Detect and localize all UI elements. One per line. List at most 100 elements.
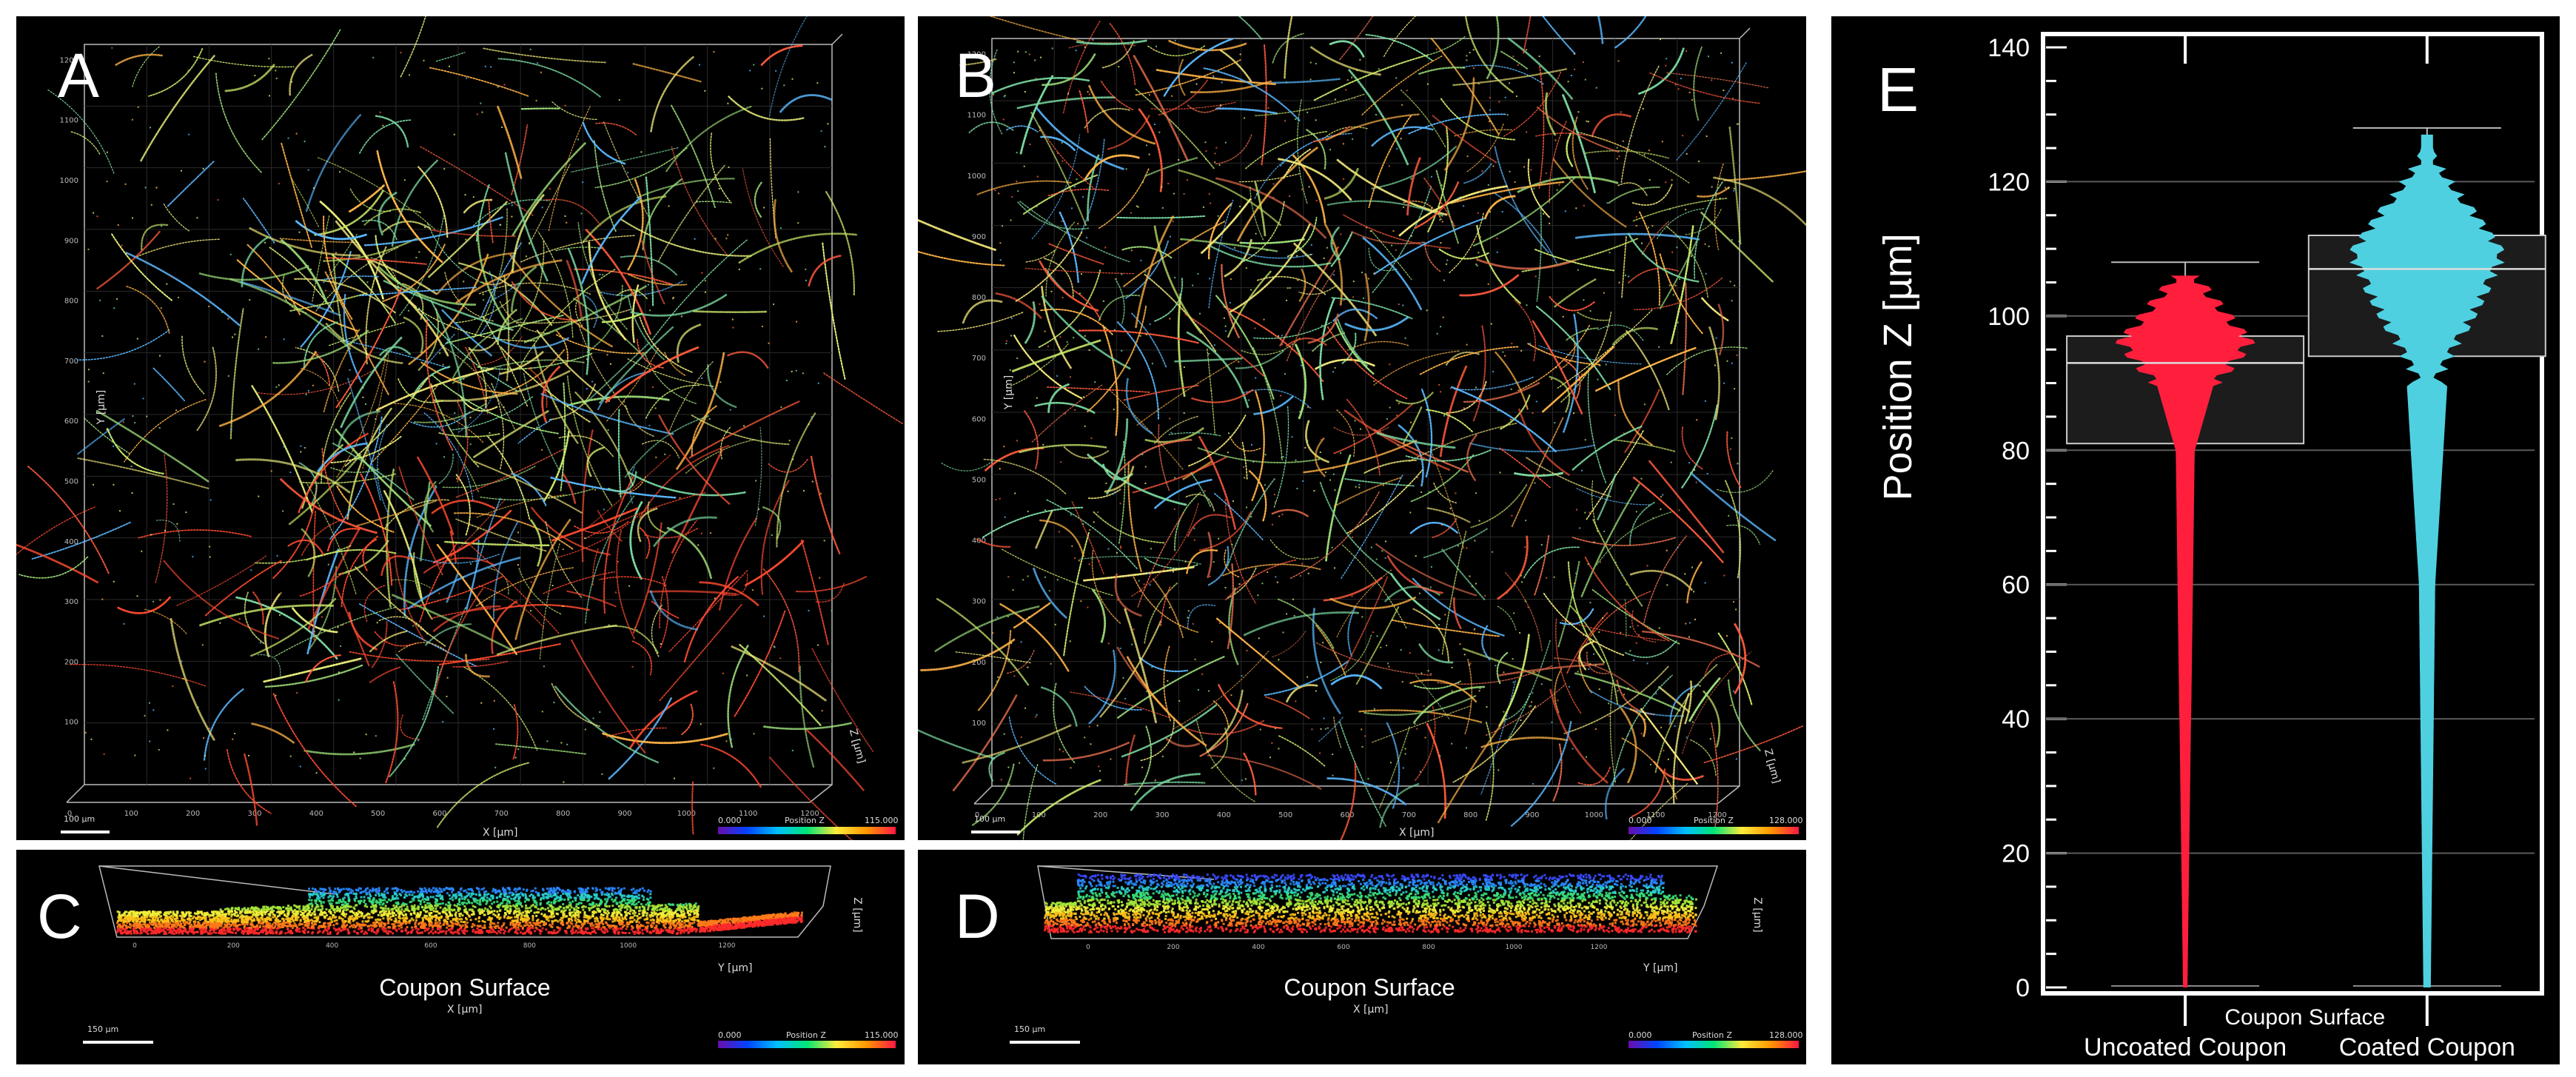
panel-b-image: 0 100 200 300 400 500 600 700 800 900 1000 1100 1200… bbox=[918, 16, 1806, 840]
panel-a-x-axis-label: X [µm] bbox=[483, 827, 518, 839]
panel-d-y-axis-label: Y [µm] bbox=[1643, 962, 1678, 974]
panel-a-x-tick-label: 500 bbox=[371, 810, 385, 818]
panel-a-y-tick-label: 900 bbox=[64, 237, 78, 245]
violin-grid bbox=[2046, 46, 2535, 989]
panel-d-colorbar-max: 128.000 bbox=[1769, 1030, 1803, 1040]
panel-b-y-tick-label: 1100 bbox=[967, 112, 986, 120]
panel-c-cells bbox=[116, 887, 803, 935]
panel-d-colorbar-title: Position Z bbox=[1692, 1030, 1732, 1040]
panel-a-y-tick-label: 600 bbox=[64, 417, 78, 426]
panel-a-x-tick-label: 600 bbox=[432, 810, 446, 818]
panel-b-x-tick-label: 1200 bbox=[1708, 811, 1726, 819]
panel-d-cells bbox=[1044, 873, 1697, 933]
panel-a-x-tick-label: 0 bbox=[67, 810, 72, 818]
panel-d-tick-labels: 0 200 400 600 800 1000 1200 bbox=[1086, 944, 1608, 951]
panel-c-y-axis-label: Y [µm] bbox=[718, 962, 753, 974]
panel-b-x-tick-label: 700 bbox=[1402, 811, 1416, 819]
panel-b-y-tick-label: 1200 bbox=[967, 51, 986, 59]
violin-series-uncoated bbox=[2066, 261, 2305, 987]
panel-a-x-tick-label: 200 bbox=[186, 810, 200, 818]
panel-a-x-tick-label: 900 bbox=[617, 810, 631, 818]
panel-b-letter: B bbox=[955, 41, 997, 110]
panel-c-x-tick-label: 1200 bbox=[719, 942, 736, 950]
coupon-surface-annotation: Coupon Surface bbox=[2224, 1005, 2385, 1030]
panel-c-x-tick-label: 200 bbox=[227, 942, 240, 950]
panel-d-scale-label: 150 µm bbox=[1014, 1024, 1046, 1034]
panel-b-colorbar-min: 0.000 bbox=[1629, 816, 1652, 825]
panel-a-y-tick-label: 500 bbox=[64, 477, 78, 486]
panel-a-scale-label: 100 µm bbox=[64, 814, 95, 824]
panel-c-x-tick-label: 0 bbox=[133, 942, 137, 950]
y-tick-label: 60 bbox=[2002, 571, 2030, 600]
panel-d-x-tick-label: 1200 bbox=[1591, 944, 1608, 951]
panel-a-x-tick-label: 1200 bbox=[800, 810, 819, 818]
panel-b-x-tick-label: 1100 bbox=[1646, 811, 1665, 819]
y-tick-label: 20 bbox=[2002, 840, 2030, 868]
panel-c-side-view-uncoated: 0 200 400 600 800 1000 1200 C Coupon Surface X… bbox=[16, 850, 905, 1064]
panel-c-surface-label: Coupon Surface bbox=[379, 974, 551, 1001]
panel-b-x-tick-label: 0 bbox=[975, 811, 979, 819]
y-tick-label: 80 bbox=[2002, 437, 2030, 465]
panel-b-y-tick-label: 1000 bbox=[967, 172, 986, 181]
panel-b-colorbar-max: 128.000 bbox=[1769, 816, 1803, 825]
panel-a-letter: A bbox=[58, 41, 100, 110]
violin-body bbox=[2115, 275, 2255, 987]
panel-d-colorbar-min: 0.000 bbox=[1629, 1030, 1652, 1040]
panel-b-top-view-coated: 0 100 200 300 400 500 600 700 800 900 1000 1100 1200… bbox=[918, 16, 1806, 840]
panel-a-x-tick-label: 1000 bbox=[677, 810, 696, 818]
panel-a-image: 0 100 200 300 400 500 600 700 800 900 1000 1100 1200… bbox=[16, 16, 904, 840]
panel-b-y-tick-label: 600 bbox=[972, 415, 986, 423]
panel-b-x-tick-label: 200 bbox=[1093, 811, 1107, 819]
category-label: Uncoated Coupon bbox=[2084, 1033, 2287, 1061]
panel-b-x-tick-label: 1000 bbox=[1585, 811, 1603, 819]
panel-d-colorbar bbox=[1629, 1041, 1799, 1048]
panel-a-colorbar-title: Position Z bbox=[785, 816, 825, 825]
panel-a-y-tick-label: 700 bbox=[64, 358, 78, 366]
panel-b-particles bbox=[992, 38, 1740, 785]
panel-d-image: 0 200 400 600 800 1000 1200 bbox=[1037, 865, 1719, 951]
y-tick-label: 40 bbox=[2002, 705, 2030, 734]
panel-d-letter: D bbox=[955, 882, 1000, 951]
y-tick-label: 100 bbox=[1988, 303, 2030, 331]
panel-a-colorbar-min: 0.000 bbox=[718, 816, 742, 825]
panel-b-x-tick-label: 800 bbox=[1463, 811, 1477, 819]
category-label: Coated Coupon bbox=[2339, 1033, 2515, 1061]
panel-b-grid bbox=[992, 38, 1740, 786]
panel-d-scale-bar bbox=[1010, 1041, 1080, 1044]
panel-a-x-tick-label: 1100 bbox=[739, 810, 757, 818]
panel-b-x-tick-label: 500 bbox=[1278, 811, 1292, 819]
panel-c-z-axis-label: Z [µm] bbox=[851, 897, 863, 933]
panel-a-y-axis-label: Y [µm] bbox=[95, 389, 108, 425]
panel-b-x-tick-label: 900 bbox=[1525, 811, 1539, 819]
panel-c-colorbar-min: 0.000 bbox=[718, 1030, 742, 1040]
panel-a-top-view-uncoated: 0 100 200 300 400 500 600 700 800 900 1000 1100 1200… bbox=[16, 16, 905, 840]
panel-b-y-tick-label: 900 bbox=[972, 233, 986, 241]
panel-a-x-tick-label: 300 bbox=[247, 810, 261, 818]
panel-c-scale-label: 150 µm bbox=[87, 1024, 119, 1034]
panel-d-z-axis-label: Z [µm] bbox=[1751, 897, 1763, 933]
panel-a-colorbar bbox=[718, 827, 896, 834]
panel-b-x-tick-label: 300 bbox=[1155, 811, 1169, 819]
panel-a-grid bbox=[84, 44, 832, 785]
violin-plot-frame bbox=[2041, 32, 2544, 996]
panel-d-side-view-coated: 0 200 400 600 800 1000 1200 D Coupon Surface X… bbox=[918, 850, 1806, 1064]
panel-c-x-tick-label: 800 bbox=[523, 942, 536, 950]
panel-a-y-tick-label: 1200 bbox=[60, 56, 78, 64]
panel-c-frame bbox=[98, 865, 831, 938]
panel-a-x-tick-label: 700 bbox=[494, 810, 509, 818]
panel-b-y-tick-label: 700 bbox=[972, 355, 986, 363]
panel-d-x-tick-label: 0 bbox=[1086, 944, 1090, 951]
y-tick-label: 140 bbox=[1988, 34, 2030, 62]
panel-e-letter: E bbox=[1877, 55, 1919, 124]
panel-d-x-tick-label: 400 bbox=[1252, 944, 1264, 951]
panel-b-x-tick-label: 600 bbox=[1340, 811, 1354, 819]
panel-e-violin-chart: E 0 20 40 60 80 100 120 140 Position Z [µm] Uncoa… bbox=[1831, 16, 2560, 1064]
panel-a-y-tick-label: 300 bbox=[64, 598, 78, 606]
panel-b-colorbar bbox=[1629, 827, 1799, 834]
panel-b-y-axis-label: Y [µm] bbox=[1003, 375, 1016, 410]
panel-d-x-tick-label: 600 bbox=[1337, 944, 1349, 951]
panel-c-letter: C bbox=[37, 882, 82, 951]
panel-c-image: 0 200 400 600 800 1000 1200 bbox=[98, 865, 831, 950]
panel-a-y-tick-label: 800 bbox=[64, 298, 78, 306]
panel-b-scale-label: 100 µm bbox=[974, 814, 1006, 824]
